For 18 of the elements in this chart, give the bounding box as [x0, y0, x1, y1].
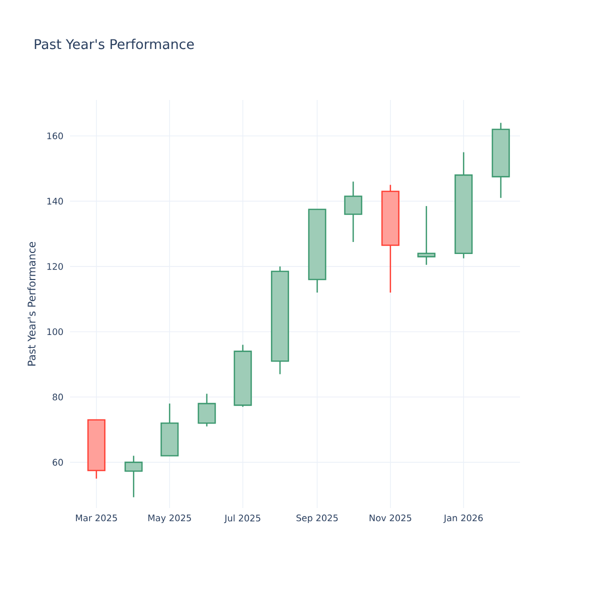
- y-tick-label: 60: [52, 458, 63, 466]
- x-tick-label: Jul 2025: [224, 514, 260, 524]
- y-tick-label: 160: [47, 132, 63, 140]
- x-tick-label: Jan 2026: [443, 514, 483, 523]
- y-tick-label: 140: [47, 198, 63, 205]
- x-tick-label: May 2025: [148, 514, 191, 524]
- x-tick-label: Sep 2025: [296, 514, 338, 524]
- x-tick-label: Mar 2025: [76, 514, 117, 522]
- candlestick: [417, 205, 436, 266]
- y-tick-label: 80: [52, 394, 63, 400]
- y-tick-label: 100: [47, 328, 63, 336]
- x-tick-label: Nov 2025: [370, 514, 412, 522]
- y-tick-label: 120: [47, 263, 63, 270]
- y-axis-title: Past Year's Performance: [27, 242, 36, 366]
- candlestick: [344, 180, 362, 243]
- candlestick: [124, 455, 143, 498]
- chart-title: Past Year's Performance: [34, 38, 194, 50]
- candlestick: [198, 393, 216, 428]
